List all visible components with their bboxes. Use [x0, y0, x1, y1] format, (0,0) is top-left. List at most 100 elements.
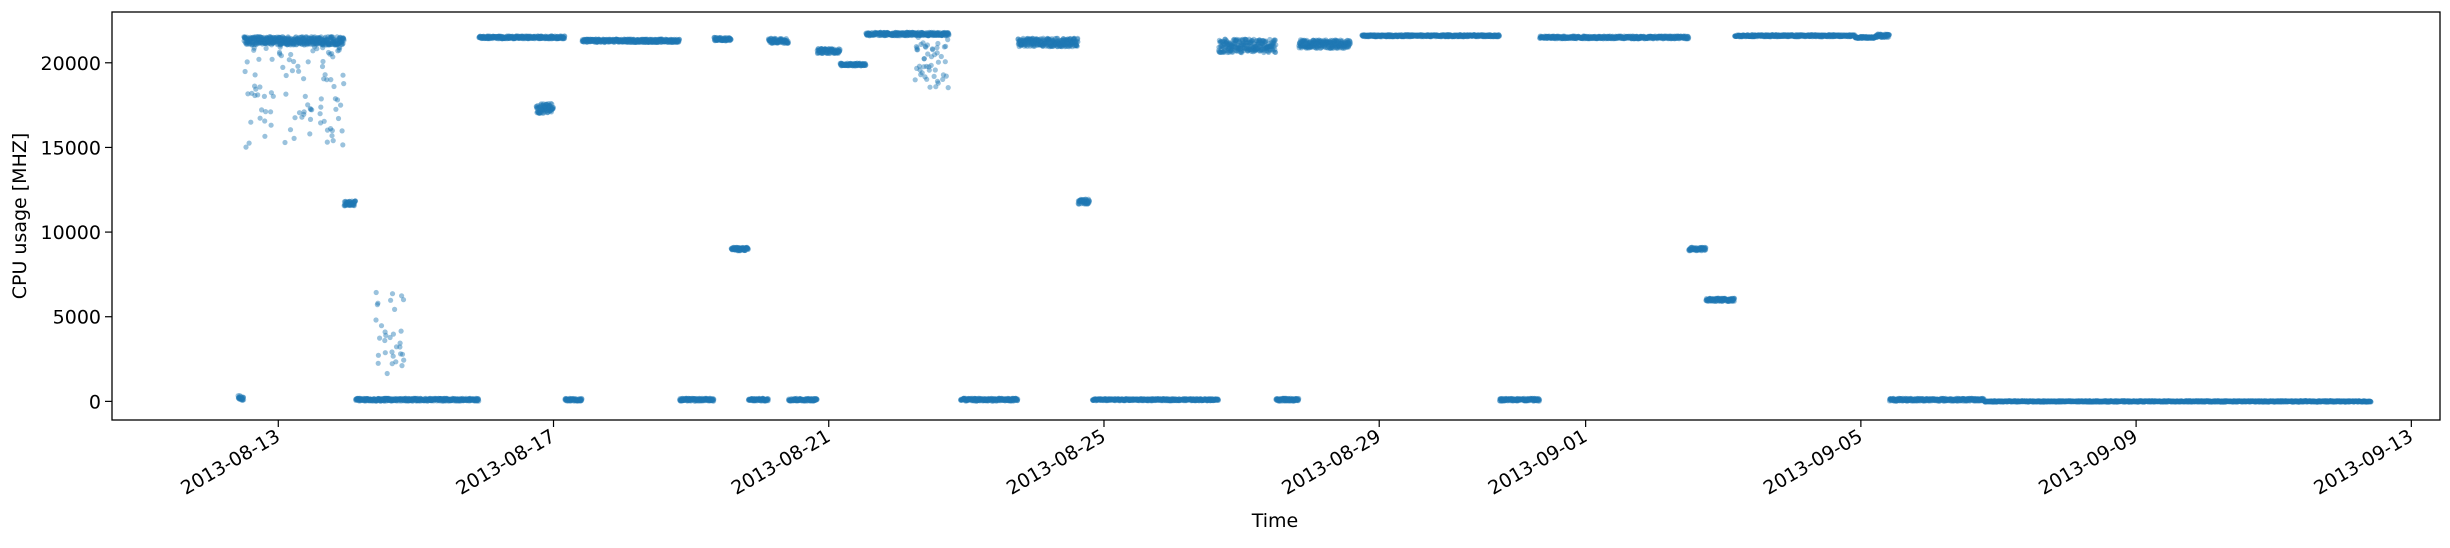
- data-point: [365, 396, 371, 402]
- data-point: [334, 97, 341, 103]
- data-point: [333, 37, 339, 43]
- data-point: [387, 396, 393, 402]
- data-point: [319, 37, 325, 43]
- data-point: [362, 397, 368, 403]
- data-point: [351, 200, 358, 206]
- data-point: [384, 395, 390, 402]
- data-point: [349, 202, 355, 208]
- data-point: [354, 395, 360, 401]
- data-point: [241, 34, 247, 40]
- data-point: [248, 119, 254, 125]
- data-point: [301, 42, 307, 48]
- data-point: [379, 396, 385, 402]
- data-point: [320, 37, 326, 43]
- data-point: [345, 200, 351, 206]
- data-point: [311, 36, 317, 42]
- data-point: [303, 35, 309, 41]
- data-point: [260, 37, 266, 43]
- data-point: [368, 396, 374, 402]
- data-point: [287, 127, 294, 133]
- data-point: [326, 41, 332, 47]
- data-point: [248, 37, 254, 43]
- data-point: [290, 37, 296, 43]
- data-point: [361, 397, 368, 403]
- data-point: [332, 41, 338, 47]
- data-point: [327, 35, 333, 41]
- data-point: [281, 38, 287, 44]
- data-point: [275, 37, 282, 43]
- data-point: [333, 42, 339, 48]
- data-point: [382, 337, 388, 344]
- data-point: [239, 394, 245, 400]
- data-point: [240, 394, 246, 400]
- data-point: [270, 40, 276, 46]
- data-point: [942, 59, 948, 65]
- data-point: [285, 36, 291, 42]
- data-point: [235, 393, 241, 399]
- data-point: [381, 397, 387, 403]
- data-point: [259, 41, 266, 47]
- data-point: [380, 395, 386, 402]
- data-point: [274, 38, 280, 44]
- data-point: [384, 396, 391, 402]
- data-point: [372, 397, 378, 403]
- data-point: [317, 35, 323, 41]
- data-point: [337, 34, 343, 40]
- data-point: [310, 42, 316, 48]
- data-point: [260, 36, 266, 42]
- data-point: [282, 41, 288, 47]
- data-point: [354, 397, 360, 403]
- data-point: [352, 198, 359, 204]
- data-point: [1272, 49, 1279, 56]
- data-point: [237, 395, 243, 401]
- data-point: [243, 41, 249, 47]
- data-point: [301, 35, 307, 41]
- data-point: [318, 34, 324, 40]
- data-point: [262, 39, 268, 46]
- data-point: [329, 34, 335, 40]
- data-point: [302, 41, 308, 47]
- data-point: [373, 397, 379, 403]
- data-point: [285, 35, 291, 41]
- data-point: [318, 40, 324, 46]
- data-point: [362, 398, 369, 404]
- data-point: [280, 34, 286, 40]
- data-point: [377, 397, 384, 403]
- data-point: [291, 36, 297, 42]
- data-point: [246, 39, 252, 45]
- data-point: [276, 49, 283, 56]
- data-point: [368, 397, 374, 403]
- data-point: [336, 47, 342, 53]
- data-point: [262, 40, 268, 47]
- data-point: [356, 396, 362, 402]
- data-point: [765, 396, 771, 402]
- data-point: [308, 34, 315, 40]
- data-point: [239, 395, 245, 401]
- data-point: [278, 53, 284, 59]
- data-point: [316, 39, 322, 45]
- data-point: [935, 80, 941, 86]
- data-point: [355, 396, 361, 402]
- data-point: [360, 397, 366, 403]
- data-point: [254, 34, 261, 40]
- data-point: [262, 133, 268, 139]
- data-point: [278, 38, 284, 44]
- data-point: [259, 40, 265, 46]
- data-point: [378, 398, 385, 404]
- data-point: [342, 198, 348, 204]
- data-point: [289, 39, 295, 45]
- data-point: [356, 395, 362, 401]
- data-point: [287, 40, 293, 46]
- data-point: [370, 397, 376, 403]
- data-point: [325, 49, 332, 56]
- data-point: [247, 38, 253, 45]
- data-point: [317, 39, 323, 46]
- data-point: [303, 41, 310, 47]
- data-point: [240, 397, 246, 403]
- data-point: [320, 41, 326, 47]
- data-point: [350, 201, 356, 207]
- data-point: [268, 90, 274, 96]
- data-point: [243, 40, 249, 46]
- data-point: [278, 42, 284, 48]
- data-point: [258, 39, 264, 45]
